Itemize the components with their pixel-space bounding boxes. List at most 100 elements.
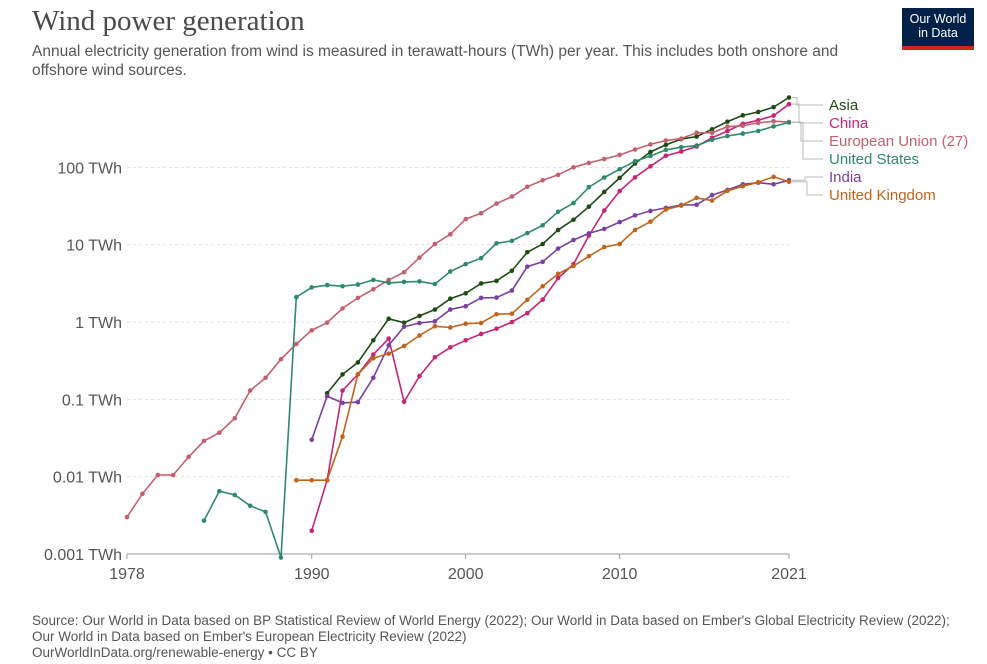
data-point [324,320,330,325]
data-point [586,253,592,259]
data-point [694,130,699,136]
y-tick-label: 0.1 TWh [62,392,122,409]
legend-connector [792,121,823,142]
data-point [509,319,515,325]
data-point [632,158,638,164]
data-point [463,291,468,296]
data-point [417,255,422,260]
data-point [617,241,622,247]
legend-connector [792,103,823,124]
series-line-china [310,103,790,531]
data-point [617,188,622,194]
data-point [309,328,315,333]
data-point [524,310,530,316]
data-point [663,138,669,143]
data-point [371,277,376,283]
data-point [201,518,207,523]
data-point [401,279,407,285]
x-tick-label: 1990 [294,566,330,583]
data-point [432,307,438,312]
data-point [386,280,392,286]
data-point [463,261,468,267]
data-point [694,134,699,139]
data-point [324,282,330,288]
data-point [755,128,761,134]
data-point [786,101,792,107]
data-point [571,165,576,170]
data-point [648,149,653,155]
data-point [417,333,422,338]
data-point [463,337,468,343]
data-point [417,373,422,379]
data-point [586,231,592,236]
license-link[interactable]: OurWorldInData.org/renewable-energy • CC… [32,645,318,660]
data-point [571,263,576,269]
series-line-asia [326,96,790,394]
data-point [524,264,530,269]
y-tick-label: 100 TWh [57,160,122,177]
data-point [247,388,253,393]
data-point [540,283,545,289]
data-point [417,320,422,326]
data-point [355,372,361,377]
data-point [217,488,222,494]
data-point [509,238,515,244]
data-point [678,136,684,141]
data-point [263,509,268,515]
data-point [725,188,730,194]
owid-logo[interactable]: Our World in Data [902,8,974,50]
data-point [771,124,776,129]
data-point [355,399,361,405]
data-point [648,164,653,169]
data-point [155,472,161,478]
legend-label: Asia [829,97,859,114]
data-point [771,118,776,124]
data-point [432,323,438,329]
data-point [340,400,345,406]
data-point [371,375,376,381]
data-point [601,244,607,250]
data-point [632,213,638,218]
data-point [232,415,238,421]
x-tick-label: 2021 [771,566,807,583]
data-point [170,472,176,478]
data-point [371,337,376,343]
data-point [601,156,607,162]
legend-label: European Union (27) [829,133,968,150]
data-point [540,241,545,247]
data-point [601,189,607,195]
data-point [278,356,284,362]
data-point [386,342,392,348]
data-point [417,313,422,319]
data-point [309,285,315,290]
data-point [432,354,438,360]
data-point [186,454,191,460]
data-point [586,184,592,190]
data-point [401,324,407,329]
data-point [478,320,484,326]
source-note: Source: Our World in Data based on BP St… [32,613,950,644]
chart-subtitle: Annual electricity generation from wind … [32,43,839,79]
data-point [755,109,761,115]
data-point [771,181,776,187]
data-point [463,216,468,222]
data-point [571,200,576,206]
data-point [340,388,345,393]
data-point [771,174,776,180]
data-point [478,210,484,216]
data-point [309,437,315,443]
data-point [478,255,484,261]
chart-title: Wind power generation [32,5,305,37]
data-point [294,341,299,347]
data-point [494,278,499,284]
data-point [694,195,699,201]
data-point [571,217,576,223]
data-point [524,184,530,190]
legend-label: United States [829,151,919,168]
data-point [678,203,684,208]
logo-line-2: in Data [918,26,958,40]
data-point [448,296,453,302]
series-line-united-kingdom [296,175,790,481]
legend-label: United Kingdom [829,187,936,204]
data-point [355,360,361,365]
